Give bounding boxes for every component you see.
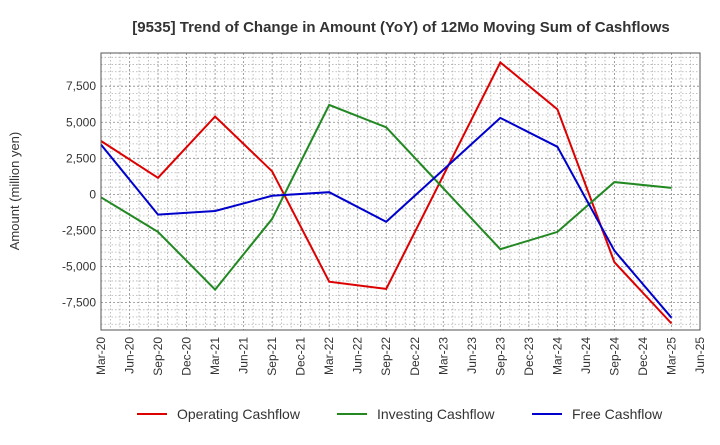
chart-title: [9535] Trend of Change in Amount (YoY) o… — [132, 19, 670, 36]
x-tick-label: Dec-20 — [180, 337, 194, 376]
x-tick-label: Sep-22 — [379, 337, 393, 376]
x-tick-label: Dec-21 — [294, 337, 308, 376]
x-tick-label: Mar-20 — [94, 337, 108, 375]
x-tick-label: Jun-24 — [579, 337, 593, 374]
y-tick-label: 7,500 — [66, 79, 96, 93]
series-line-free-cashflow — [100, 116, 673, 319]
y-tick-label: 0 — [89, 187, 96, 201]
x-tick-label: Sep-21 — [265, 337, 279, 376]
y-tick-label: -7,500 — [62, 296, 96, 310]
y-tick-label: 2,500 — [66, 151, 96, 165]
x-tick-label: Mar-22 — [322, 337, 336, 375]
x-axis-ticks: Mar-20 Jun-20 Sep-20 Dec-20 Mar-21 Jun-21 Sep-… — [94, 337, 707, 376]
series-line-investing-cashflow — [100, 103, 672, 292]
x-tick-label: Jun-25 — [693, 337, 707, 374]
legend-label-free-cashflow: Free Cashflow — [572, 406, 663, 422]
grid — [100, 53, 701, 330]
x-tick-label: Mar-23 — [436, 337, 450, 375]
x-tick-label: Jun-23 — [465, 337, 479, 374]
legend-label-operating-cashflow: Operating Cashflow — [177, 406, 301, 422]
y-axis-label: Amount (million yen) — [7, 132, 22, 251]
x-tick-label: Jun-22 — [351, 337, 365, 374]
y-tick-label: -5,000 — [62, 260, 96, 274]
x-tick-label: Mar-21 — [208, 337, 222, 375]
x-tick-label: Dec-23 — [522, 337, 536, 376]
x-tick-label: Dec-24 — [636, 337, 650, 376]
legend: Operating Cashflow Investing Cashflow Free… — [137, 406, 663, 422]
x-tick-label: Sep-23 — [493, 337, 507, 376]
series-line-operating-cashflow — [100, 60, 673, 325]
x-tick-label: Sep-20 — [151, 337, 165, 376]
x-tick-label: Dec-22 — [408, 337, 422, 376]
series-lines — [100, 60, 673, 325]
y-axis-ticks: 7,500 5,000 2,500 0 -2,500 -5,000 -7,500 — [62, 79, 96, 309]
x-tick-label: Sep-24 — [607, 337, 621, 376]
y-tick-label: -2,500 — [62, 223, 96, 237]
x-tick-label: Jun-20 — [123, 337, 137, 374]
x-tick-label: Mar-24 — [550, 337, 564, 375]
y-tick-label: 5,000 — [66, 115, 96, 129]
plot-frame — [100, 52, 701, 331]
x-tick-label: Mar-25 — [664, 337, 678, 375]
x-tick-label: Jun-21 — [237, 337, 251, 374]
legend-label-investing-cashflow: Investing Cashflow — [377, 406, 495, 422]
